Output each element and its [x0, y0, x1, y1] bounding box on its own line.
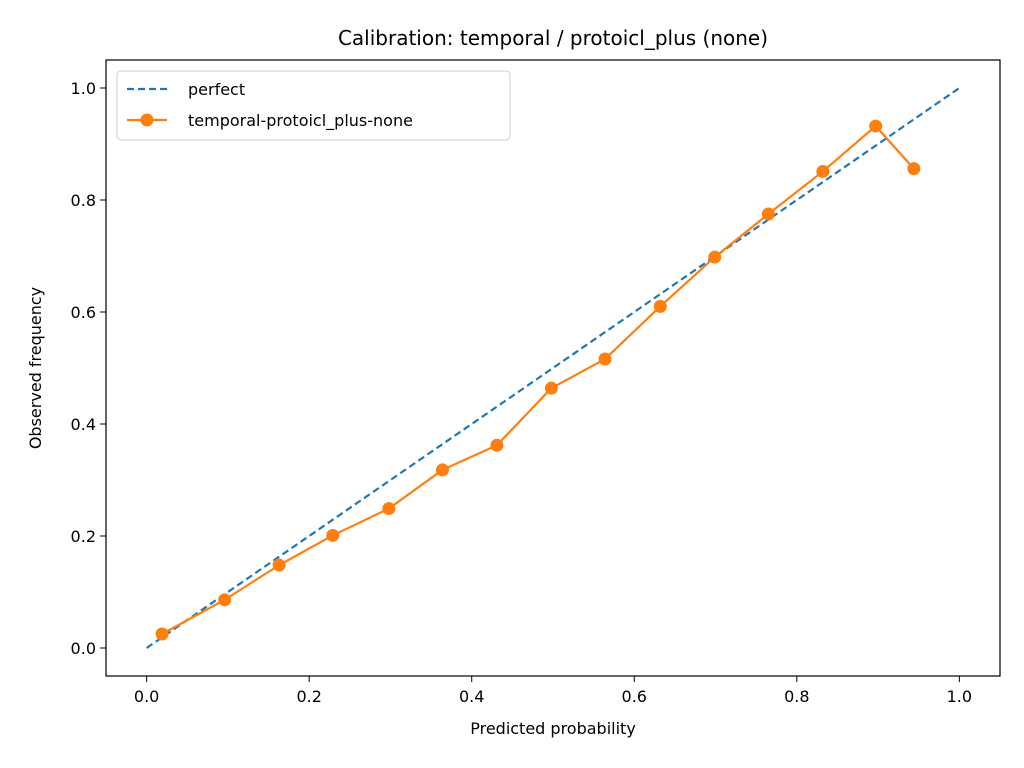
chart-title: Calibration: temporal / protoicl_plus (n… — [338, 26, 768, 50]
plot-frame — [105, 59, 1001, 677]
x-tick-label: 0.4 — [459, 687, 484, 706]
legend-label-model: temporal-protoicl_plus-none — [188, 111, 413, 131]
data-point — [907, 162, 921, 176]
data-point — [155, 627, 169, 641]
x-tick-label: 0.6 — [622, 687, 647, 706]
data-point — [435, 463, 449, 477]
x-tick-label: 0.0 — [134, 687, 159, 706]
data-point — [653, 299, 667, 313]
data-point — [218, 593, 232, 607]
data-point — [382, 502, 396, 516]
data-point — [708, 250, 722, 264]
data-point — [490, 438, 504, 452]
data-point — [272, 558, 286, 572]
data-point — [869, 119, 883, 133]
data-point — [544, 381, 558, 395]
data-point — [598, 352, 612, 366]
y-tick-label: 0.0 — [71, 639, 96, 658]
y-tick-label: 0.4 — [71, 415, 96, 434]
x-tick-label: 0.2 — [296, 687, 321, 706]
legend-marker-model — [140, 113, 154, 127]
x-axis: 0.0 0.2 0.4 0.6 0.8 1.0 — [134, 676, 972, 706]
legend-box — [116, 70, 511, 141]
plot-area — [146, 87, 960, 649]
x-tick-label: 0.8 — [784, 687, 809, 706]
data-point — [761, 207, 775, 221]
data-point — [326, 528, 340, 542]
legend-label-perfect: perfect — [188, 80, 245, 99]
y-tick-label: 0.6 — [71, 303, 96, 322]
x-axis-label: Predicted probability — [470, 719, 636, 738]
x-tick-label: 1.0 — [947, 687, 972, 706]
y-tick-label: 1.0 — [71, 79, 96, 98]
y-axis-label: Observed frequency — [26, 287, 45, 449]
y-tick-label: 0.2 — [71, 527, 96, 546]
legend: perfect temporal-protoicl_plus-none — [116, 70, 511, 141]
data-point — [816, 164, 830, 178]
y-tick-label: 0.8 — [71, 191, 96, 210]
y-axis: 0.0 0.2 0.4 0.6 0.8 1.0 — [71, 79, 106, 658]
